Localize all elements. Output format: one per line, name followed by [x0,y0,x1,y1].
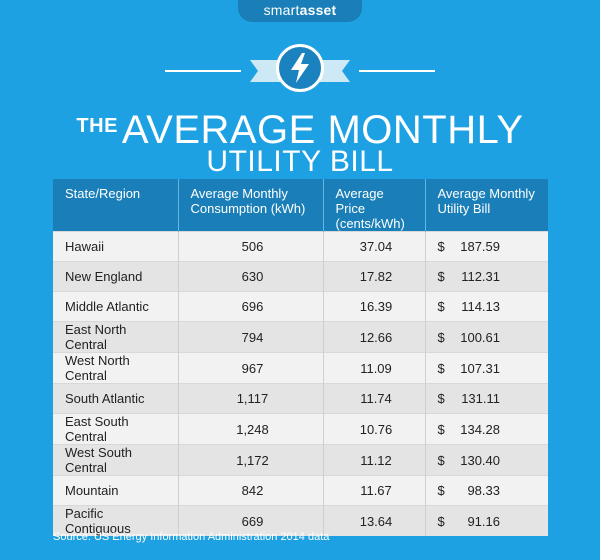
source-note: Source: US Energy Information Administra… [53,531,330,543]
currency-symbol: $ [437,391,445,406]
page-title: THE AVERAGE MONTHLY [0,104,600,152]
region-cell: East North Central [53,321,179,353]
decorative-line-left [165,70,241,72]
utility-bill-table: State/Region Average Monthly Consumption… [53,179,548,536]
price-cell: 10.76 [323,413,426,445]
currency-symbol: $ [437,269,445,284]
price-cell: 11.67 [323,475,426,506]
table-row: Pacific Contiguous 669 13.64 $91.16 [53,505,548,536]
consumption-cell: 794 [178,321,324,353]
bill-cell: $114.13 [425,291,548,322]
region-cell: West South Central [53,444,179,476]
consumption-cell: 1,117 [178,383,324,414]
ribbon-banner [250,60,350,82]
table-row: Mountain 842 11.67 $98.33 [53,475,548,506]
column-header-region: State/Region [53,179,179,232]
region-cell: Pacific Contiguous [53,505,179,536]
table-row: New England 630 17.82 $112.31 [53,261,548,292]
price-cell: 11.74 [323,383,426,414]
brand-logo-part2: asset [299,2,337,18]
consumption-cell: 630 [178,261,324,292]
currency-symbol: $ [437,360,445,376]
region-cell: Hawaii [53,231,179,262]
consumption-cell: 506 [178,231,324,262]
title-prefix: THE [76,115,118,137]
table-header-row: State/Region Average Monthly Consumption… [53,179,548,232]
bill-cell: $187.59 [425,231,548,262]
consumption-cell: 696 [178,291,324,322]
price-cell: 37.04 [323,231,426,262]
bill-cell: $134.28 [425,413,548,445]
bill-amount: 112.31 [461,269,500,284]
currency-symbol: $ [437,421,445,437]
region-cell: New England [53,261,179,292]
page-subtitle: UTILITY BILL [206,145,394,178]
consumption-cell: 1,248 [178,413,324,445]
region-cell: Middle Atlantic [53,291,179,322]
table-row: West North Central 967 11.09 $107.31 [53,352,548,384]
brand-logo-part1: smart [263,2,300,18]
price-cell: 11.09 [323,352,426,384]
bill-amount: 100.61 [460,329,500,345]
bill-cell: $91.16 [425,505,548,536]
bill-cell: $107.31 [425,352,548,384]
region-cell: West North Central [53,352,179,384]
table-row: South Atlantic 1,117 11.74 $131.11 [53,383,548,414]
bill-amount: 98.33 [467,483,500,498]
bill-amount: 91.16 [467,513,500,529]
price-cell: 13.64 [323,505,426,536]
table-row: West South Central 1,172 11.12 $130.40 [53,444,548,476]
consumption-cell: 1,172 [178,444,324,476]
price-cell: 12.66 [323,321,426,353]
lightning-bolt-icon [276,44,324,92]
currency-symbol: $ [437,452,445,468]
bill-cell: $98.33 [425,475,548,506]
price-cell: 17.82 [323,261,426,292]
bill-cell: $100.61 [425,321,548,353]
price-cell: 11.12 [323,444,426,476]
region-cell: Mountain [53,475,179,506]
brand-logo: smartasset [238,0,362,22]
bill-cell: $131.11 [425,383,548,414]
table-row: Hawaii 506 37.04 $187.59 [53,231,548,262]
currency-symbol: $ [437,483,445,498]
bill-cell: $130.40 [425,444,548,476]
currency-symbol: $ [437,513,445,529]
table-row: East South Central 1,248 10.76 $134.28 [53,413,548,445]
table-row: East North Central 794 12.66 $100.61 [53,321,548,353]
currency-symbol: $ [437,299,445,314]
consumption-cell: 669 [178,505,324,536]
title-line1: AVERAGE MONTHLY [121,108,524,152]
region-cell: South Atlantic [53,383,179,414]
currency-symbol: $ [437,239,445,254]
column-header-bill: Average Monthly Utility Bill [425,179,548,232]
region-cell: East South Central [53,413,179,445]
currency-symbol: $ [437,329,445,345]
price-cell: 16.39 [323,291,426,322]
column-header-consumption: Average Monthly Consumption (kWh) [178,179,324,232]
table-row: Middle Atlantic 696 16.39 $114.13 [53,291,548,322]
bill-amount: 131.11 [461,391,500,406]
bill-amount: 130.40 [460,452,500,468]
bill-cell: $112.31 [425,261,548,292]
decorative-line-right [359,70,435,72]
consumption-cell: 967 [178,352,324,384]
bill-amount: 134.28 [460,421,500,437]
bill-amount: 107.31 [460,360,500,376]
consumption-cell: 842 [178,475,324,506]
bill-amount: 114.13 [461,299,500,314]
bill-amount: 187.59 [460,239,500,254]
column-header-price: Average Price (cents/kWh) [323,179,426,232]
